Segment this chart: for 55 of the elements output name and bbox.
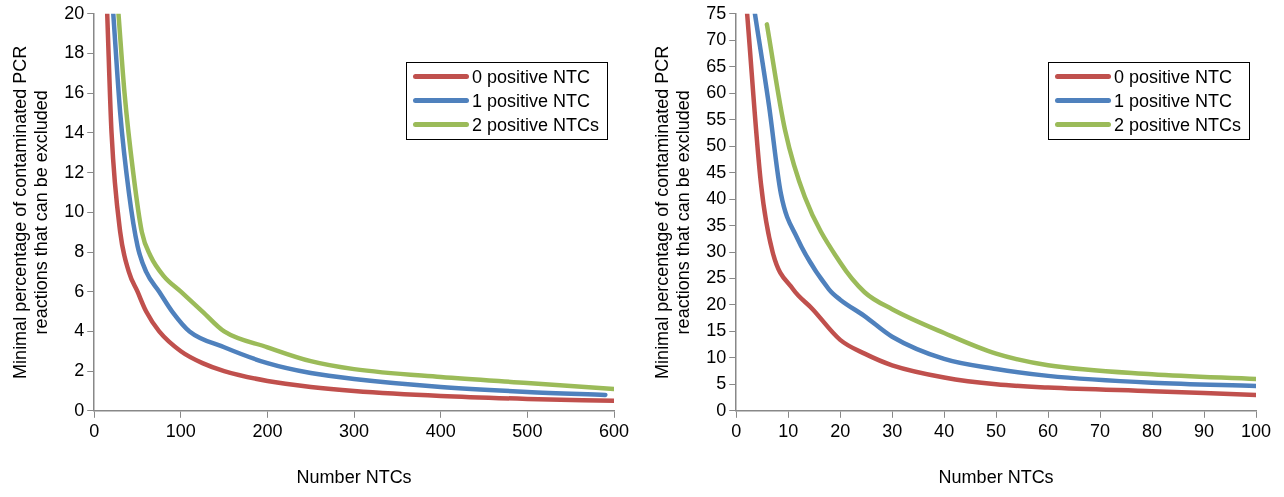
legend-label: 1 positive NTC [472,89,591,113]
y-tick-label: 60 [706,82,727,103]
x-tick-label: 90 [1194,420,1215,441]
y-tick-label: 65 [706,55,727,76]
x-axis-title: Number NTCs [296,467,412,488]
y-tick-label: 10 [706,346,727,367]
y-tick-label: 15 [706,320,727,341]
y-axis-title: Minimal percentage of contaminated PCR reactions that can be excluded [9,45,52,379]
legend-label: 2 positive NTCs [1114,113,1242,137]
x-tick-label: 0 [731,420,742,441]
legend-label: 1 positive NTC [1114,89,1233,113]
x-tick-label: 40 [934,420,955,441]
y-tick-label: 25 [706,267,727,288]
x-tick-label: 80 [1142,420,1163,441]
y-tick-label: 35 [706,214,727,235]
x-tick-label: 20 [830,420,851,441]
y-tick-label: 0 [74,399,85,420]
x-tick-label: 100 [1240,420,1272,441]
y-tick-label: 20 [64,2,85,23]
x-tick-label: 400 [425,420,456,441]
y-tick-label: 16 [64,82,85,103]
y-tick-label: 45 [706,161,727,182]
y-tick-label: 8 [74,240,85,261]
y-tick-label: 0 [716,399,727,420]
x-tick-label: 600 [598,420,630,441]
x-tick-label: 60 [1038,420,1059,441]
x-tick-label: 50 [986,420,1007,441]
legend-label: 0 positive NTC [1114,65,1233,89]
x-tick-label: 10 [778,420,799,441]
y-tick-label: 40 [706,188,727,209]
y-tick-label: 5 [716,373,727,394]
y-tick-label: 75 [706,2,727,23]
y-tick-label: 55 [706,108,727,129]
x-tick-label: 500 [512,420,543,441]
y-tick-label: 6 [74,280,85,301]
y-tick-label: 20 [706,293,727,314]
x-tick-label: 300 [339,420,370,441]
x-tick-label: 0 [89,420,100,441]
y-tick-label: 30 [706,240,727,261]
y-tick-label: 14 [64,121,85,142]
legend-label: 0 positive NTC [472,65,591,89]
x-axis-title: Number NTCs [938,467,1054,488]
y-tick-label: 50 [706,135,727,156]
y-tick-label: 70 [706,29,727,50]
x-tick-label: 70 [1090,420,1111,441]
y-tick-label: 2 [74,360,85,381]
legend-label: 2 positive NTCs [472,113,600,137]
y-tick-label: 12 [64,161,85,182]
y-tick-label: 18 [64,42,85,63]
x-tick-label: 200 [252,420,283,441]
x-tick-label: 30 [882,420,903,441]
y-tick-label: 4 [74,320,85,341]
y-tick-label: 10 [64,201,85,222]
x-tick-label: 100 [165,420,196,441]
y-axis-title: Minimal percentage of contaminated PCR reactions that can be excluded [651,45,694,379]
